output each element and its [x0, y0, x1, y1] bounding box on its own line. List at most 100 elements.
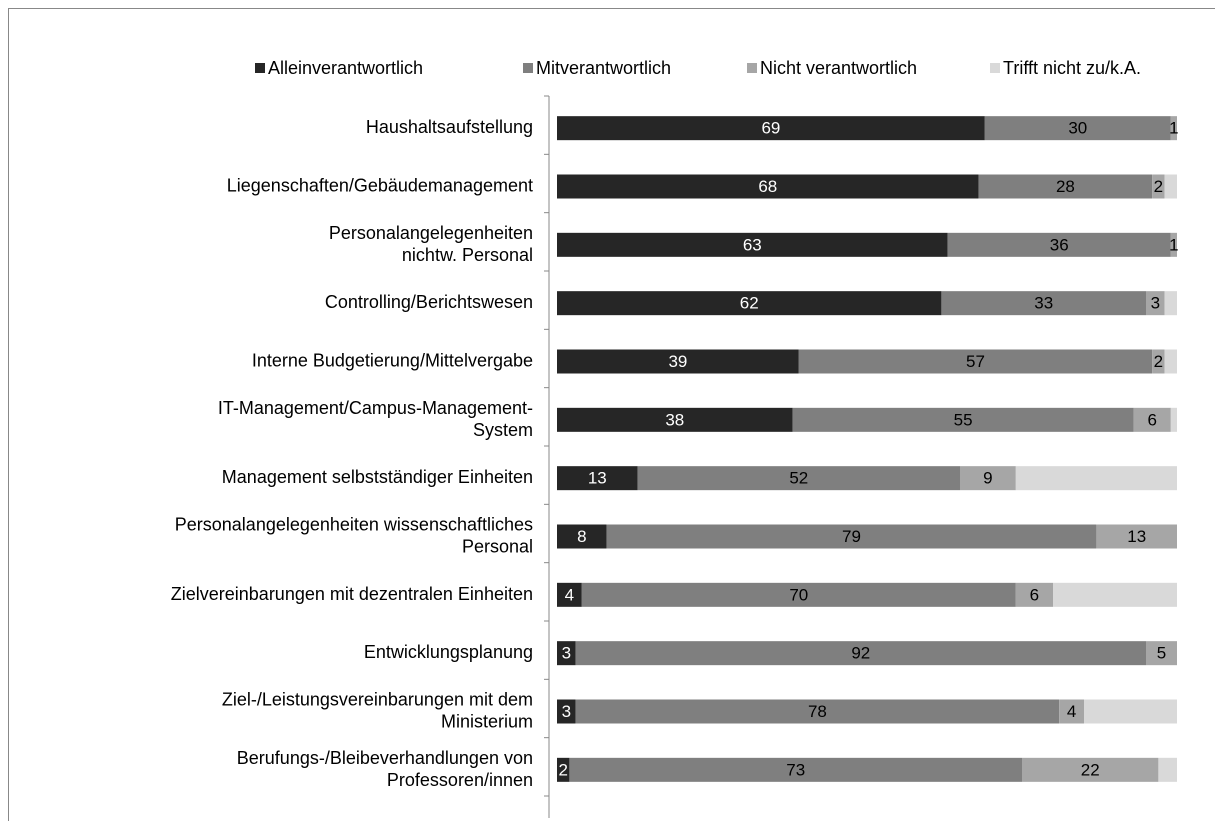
value-label: 52 [789, 469, 808, 488]
bar-segment [1170, 116, 1177, 141]
value-label: 1 [1169, 119, 1178, 138]
bar-segment [637, 466, 960, 491]
legend-label: Nicht verantwortlich [760, 58, 917, 78]
bar-segment [575, 641, 1146, 666]
value-label: 70 [789, 585, 808, 604]
category-label: IT-Management/Campus-Management-System [218, 398, 533, 440]
category-label: Ziel-/Leistungsvereinbarungen mit dem Min… [222, 689, 533, 731]
value-label: 28 [1056, 177, 1075, 196]
category-label: Berufungs-/Bleibeverhandlungen von Profes… [237, 748, 533, 790]
bar-segment [1096, 524, 1177, 549]
bar-segment [1133, 407, 1171, 432]
category-label: Interne Budgetierung/Mittelvergabe [252, 350, 533, 370]
bar-segment [557, 349, 799, 374]
value-label: 39 [668, 352, 687, 371]
value-label: 13 [1127, 527, 1146, 546]
value-label: 8 [577, 527, 586, 546]
bar-segment [960, 466, 1016, 491]
bar-segment [1053, 582, 1177, 607]
bar-segment [557, 232, 948, 257]
legend-label: Mitverantwortlich [536, 58, 671, 78]
bar-segment [1059, 699, 1084, 724]
category-label: Controlling/Berichtswesen [325, 292, 533, 312]
value-label: 4 [1067, 702, 1076, 721]
bar-segment [1164, 291, 1177, 316]
value-label: 73 [786, 760, 805, 779]
category-label: Personalangelegenheiten nichtw. Personal [329, 223, 533, 265]
category-label: Haushaltsaufstellung [366, 117, 533, 137]
category-label: Management selbstständiger Einheiten [222, 467, 533, 487]
value-label: 2 [1154, 352, 1163, 371]
bar-segment [1015, 582, 1053, 607]
value-label: 36 [1050, 235, 1069, 254]
value-label: 22 [1081, 760, 1100, 779]
category-label: Liegenschaften/Gebäudemanagement [227, 175, 533, 195]
legend-swatch [747, 63, 757, 73]
frame [8, 8, 1215, 821]
legend-swatch [990, 63, 1000, 73]
value-label: 68 [758, 177, 777, 196]
bar-segment [947, 232, 1171, 257]
bar-segment [557, 641, 576, 666]
value-label: 33 [1034, 294, 1053, 313]
bar-segment [569, 757, 1022, 782]
bar-segment [1164, 174, 1177, 199]
bar-segment [1170, 232, 1177, 257]
legend-label: Alleinverantwortlich [268, 58, 423, 78]
value-label: 30 [1068, 119, 1087, 138]
value-label: 78 [808, 702, 827, 721]
bar-segment [557, 291, 942, 316]
bar-segment [941, 291, 1146, 316]
value-label: 9 [983, 469, 992, 488]
legend-label: Trifft nicht zu/k.A. [1003, 58, 1141, 78]
bar-segment [606, 524, 1097, 549]
value-label: 55 [954, 410, 973, 429]
bar-segment [1152, 174, 1165, 199]
legend-swatch [255, 63, 265, 73]
value-label: 57 [966, 352, 985, 371]
value-label: 38 [665, 410, 684, 429]
bar-segment [1170, 407, 1177, 432]
bar-segment [1158, 757, 1177, 782]
value-label: 69 [761, 119, 780, 138]
bar-segment [557, 524, 607, 549]
value-label: 2 [558, 760, 567, 779]
value-label: 2 [1154, 177, 1163, 196]
bar-segment [557, 407, 793, 432]
bar-segment [798, 349, 1153, 374]
value-label: 5 [1157, 644, 1166, 663]
bar-segment [581, 582, 1016, 607]
bar-segment [978, 174, 1153, 199]
bar-segment [1152, 349, 1165, 374]
value-label: 13 [588, 469, 607, 488]
bar-segment [1022, 757, 1159, 782]
bar-segment [792, 407, 1134, 432]
legend-swatch [523, 63, 533, 73]
value-label: 92 [851, 644, 870, 663]
bar-segment [557, 174, 979, 199]
bar-segment [1015, 466, 1177, 491]
value-label: 79 [842, 527, 861, 546]
value-label: 3 [562, 702, 571, 721]
bar-segment [557, 116, 985, 141]
value-label: 1 [1169, 235, 1178, 254]
bar-segment [557, 699, 576, 724]
value-label: 6 [1147, 410, 1156, 429]
bar-segment [984, 116, 1171, 141]
value-label: 62 [740, 294, 759, 313]
bar-segment [575, 699, 1060, 724]
bar-segment [557, 582, 582, 607]
category-label: Personalangelegenheiten wissenschaftlich… [175, 514, 533, 556]
category-label: Entwicklungsplanung [364, 642, 533, 662]
value-label: 63 [743, 235, 762, 254]
bar-segment [1146, 291, 1165, 316]
bar-segment [557, 757, 570, 782]
value-label: 4 [565, 585, 574, 604]
bar-segment [1146, 641, 1177, 666]
category-label: Zielvereinbarungen mit dezentralen Einhe… [171, 584, 533, 604]
value-label: 3 [1151, 294, 1160, 313]
bar-segment [1084, 699, 1177, 724]
value-label: 3 [562, 644, 571, 663]
bar-segment [1164, 349, 1177, 374]
